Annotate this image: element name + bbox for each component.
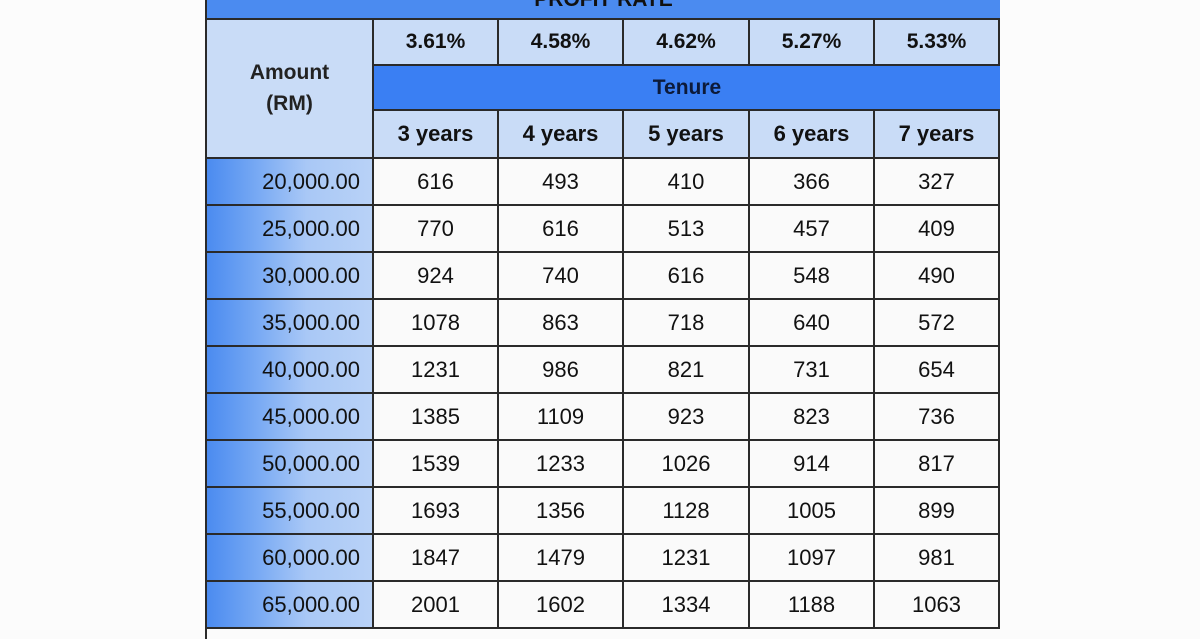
amount-cell: 45,000.00	[207, 394, 374, 441]
monthly-installment-cell: 1602	[499, 582, 624, 629]
monthly-installment-cell: 863	[499, 300, 624, 347]
monthly-installment-cell: 1334	[624, 582, 750, 629]
amount-cell: 55,000.00	[207, 488, 374, 535]
profit-rate-cell: 4.62%	[624, 20, 750, 66]
monthly-installment-cell: 1109	[499, 394, 624, 441]
monthly-installment-cell: 1128	[624, 488, 750, 535]
monthly-installment-cell: 457	[750, 206, 875, 253]
tenure-years-header: 3 years	[374, 111, 499, 159]
amount-cell: 60,000.00	[207, 535, 374, 582]
monthly-installment-cell: 2001	[374, 582, 499, 629]
amount-header-unit: (RM)	[266, 91, 313, 115]
monthly-installment-cell: 1356	[499, 488, 624, 535]
monthly-installment-cell: 1026	[624, 441, 750, 488]
monthly-installment-cell: 616	[499, 206, 624, 253]
profit-rate-cell: 4.58%	[499, 20, 624, 66]
monthly-installment-cell: 1385	[374, 394, 499, 441]
monthly-installment-cell: 1231	[374, 347, 499, 394]
monthly-installment-cell: 986	[499, 347, 624, 394]
monthly-installment-cell: 823	[750, 394, 875, 441]
amount-cell: 35,000.00	[207, 300, 374, 347]
tenure-years-header: 6 years	[750, 111, 875, 159]
monthly-installment-cell: 914	[750, 441, 875, 488]
monthly-installment-cell: 1847	[374, 535, 499, 582]
monthly-installment-cell: 1005	[750, 488, 875, 535]
amount-cell: 20,000.00	[207, 159, 374, 206]
amount-cell: 40,000.00	[207, 347, 374, 394]
monthly-installment-cell: 981	[875, 535, 1000, 582]
tenure-years-header: 7 years	[875, 111, 1000, 159]
profit-rate-title: PROFIT RATE	[534, 0, 672, 10]
amount-column-header: Amount (RM)	[207, 20, 374, 159]
monthly-installment-cell: 923	[624, 394, 750, 441]
profit-rate-banner: PROFIT RATE	[207, 0, 1000, 20]
financing-rate-table: PROFIT RATE Amount (RM) Tenure 3.61%4.58…	[205, 0, 1000, 639]
monthly-installment-cell: 1188	[750, 582, 875, 629]
monthly-installment-cell: 899	[875, 488, 1000, 535]
monthly-installment-cell: 924	[374, 253, 499, 300]
tenure-header-bar: Tenure	[374, 66, 1000, 111]
monthly-installment-cell: 1233	[499, 441, 624, 488]
monthly-installment-cell: 1539	[374, 441, 499, 488]
profit-rate-cell: 5.27%	[750, 20, 875, 66]
amount-cell: 65,000.00	[207, 582, 374, 629]
monthly-installment-cell: 1693	[374, 488, 499, 535]
monthly-installment-cell: 1078	[374, 300, 499, 347]
amount-header-label: Amount	[249, 61, 330, 85]
monthly-installment-cell: 821	[624, 347, 750, 394]
monthly-installment-cell: 493	[499, 159, 624, 206]
monthly-installment-cell: 616	[624, 253, 750, 300]
monthly-installment-cell: 366	[750, 159, 875, 206]
monthly-installment-cell: 718	[624, 300, 750, 347]
monthly-installment-cell: 1231	[624, 535, 750, 582]
monthly-installment-cell: 654	[875, 347, 1000, 394]
monthly-installment-cell: 548	[750, 253, 875, 300]
monthly-installment-cell: 640	[750, 300, 875, 347]
monthly-installment-cell: 1063	[875, 582, 1000, 629]
monthly-installment-cell: 616	[374, 159, 499, 206]
monthly-installment-cell: 740	[499, 253, 624, 300]
monthly-installment-cell: 572	[875, 300, 1000, 347]
amount-cell: 50,000.00	[207, 441, 374, 488]
monthly-installment-cell: 736	[875, 394, 1000, 441]
monthly-installment-cell: 490	[875, 253, 1000, 300]
tenure-label: Tenure	[652, 75, 722, 99]
monthly-installment-cell: 410	[624, 159, 750, 206]
amount-cell: 30,000.00	[207, 253, 374, 300]
amount-cell: 25,000.00	[207, 206, 374, 253]
profit-rate-cell: 5.33%	[875, 20, 1000, 66]
monthly-installment-cell: 770	[374, 206, 499, 253]
monthly-installment-cell: 513	[624, 206, 750, 253]
monthly-installment-cell: 409	[875, 206, 1000, 253]
monthly-installment-cell: 731	[750, 347, 875, 394]
monthly-installment-cell: 1479	[499, 535, 624, 582]
tenure-years-header: 5 years	[624, 111, 750, 159]
monthly-installment-cell: 1097	[750, 535, 875, 582]
monthly-installment-cell: 327	[875, 159, 1000, 206]
profit-rate-cell: 3.61%	[374, 20, 499, 66]
tenure-years-header: 4 years	[499, 111, 624, 159]
monthly-installment-cell: 817	[875, 441, 1000, 488]
